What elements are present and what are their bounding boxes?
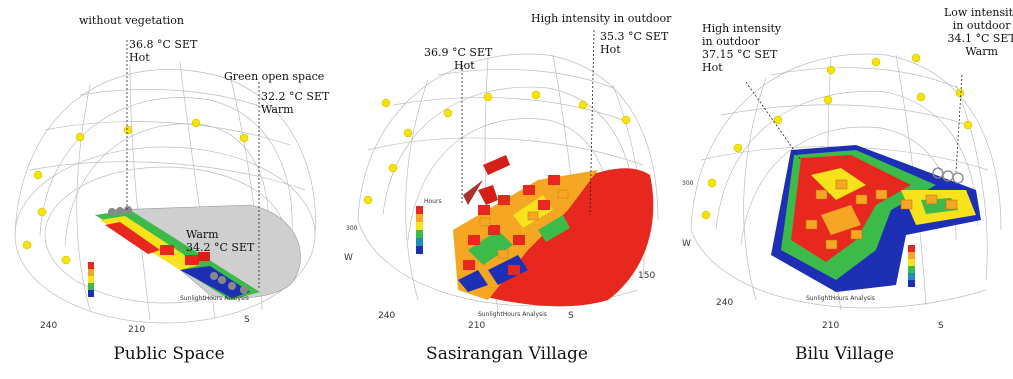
tick-s: S — [244, 315, 250, 325]
annotation-low-intensity: Low intensity in outdoor 34.1 °C SET War… — [944, 6, 1013, 58]
tick-s: S — [938, 321, 944, 331]
tick-w: W — [682, 239, 691, 249]
hours-legend — [908, 245, 915, 287]
tick-150: 150 — [638, 271, 655, 281]
annotation-35-3-hot: 35.3 °C SET Hot — [600, 30, 668, 56]
hours-legend — [88, 262, 94, 297]
caption-sasirangan-village: Sasirangan Village — [338, 344, 676, 364]
tick-240: 240 — [378, 311, 395, 321]
axis-label: SunlightHours Analysis — [180, 295, 249, 302]
annotation-warm-34-2: Warm 34.2 °C SET — [186, 228, 254, 254]
annotation-high-intensity: High intensity in outdoor 37.15 °C SET H… — [702, 22, 781, 74]
caption-public-space: Public Space — [0, 344, 338, 364]
tick-300: 300 — [682, 180, 694, 187]
tick-210: 210 — [468, 321, 485, 331]
tick-210: 210 — [128, 325, 145, 332]
panel-bilu-village: 240 210 S 300 W SunlightHours Analysis H… — [676, 0, 1013, 379]
tick-s: S — [568, 311, 574, 321]
panel-public-space: 240 210 S SunlightHours Analysis without… — [0, 0, 338, 379]
annotation-green-open-space: Green open space — [224, 70, 324, 83]
axis-label: SunlightHours Analysis — [806, 295, 875, 302]
annotation-high-intensity: High intensity in outdoor — [531, 12, 671, 25]
tick-240: 240 — [716, 298, 733, 308]
tick-210: 210 — [822, 321, 839, 331]
legend-title: Hours — [424, 198, 442, 205]
tick-240: 240 — [40, 321, 57, 331]
annotation-36-8-hot: 36.8 °C SET Hot — [129, 38, 197, 64]
annotation-32-2-warm: 32.2 °C SET Warm — [261, 90, 329, 116]
tick-w: W — [344, 253, 353, 263]
annotation-36-9-hot: 36.9 °C SET Hot — [424, 46, 492, 72]
panel-sasirangan-village: Hours 240 210 S 150 300 W SunlightHours … — [338, 0, 676, 379]
axis-label: SunlightHours Analysis — [478, 311, 547, 318]
terrain-heatmap — [771, 145, 981, 292]
tick-300: 300 — [346, 225, 358, 232]
hours-legend: Hours — [416, 198, 442, 254]
annotation-without-vegetation: without vegetation — [79, 14, 184, 27]
caption-bilu-village: Bilu Village — [676, 344, 1013, 364]
